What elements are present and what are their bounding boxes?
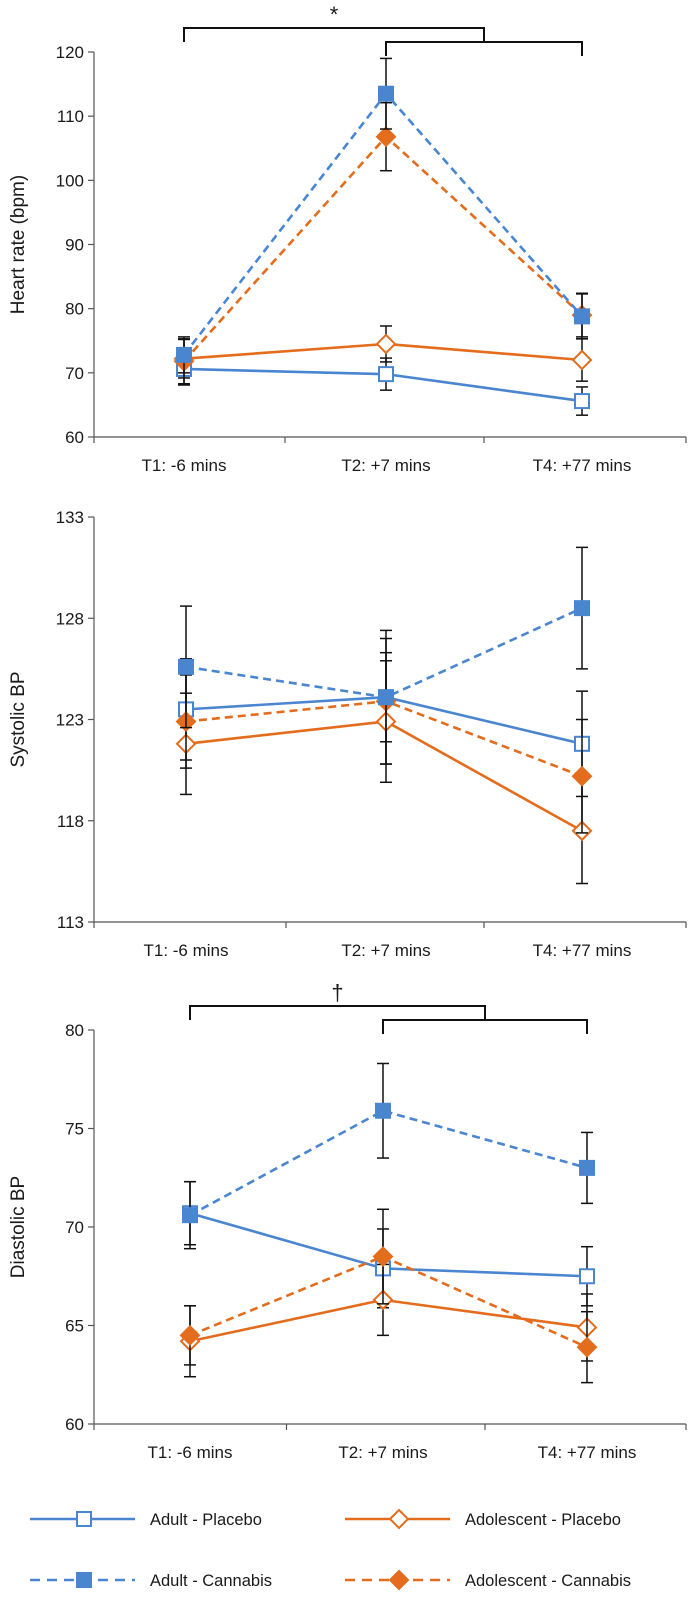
y-tick-label: 65 [65,1317,84,1336]
legend-marker [76,1572,92,1588]
data-point [378,366,394,383]
data-point [178,658,194,675]
y-axis-title: Systolic BP [8,671,29,767]
x-tick-label: T4: +77 mins [533,941,632,960]
significance-bracket: * [183,2,583,56]
x-tick-label: T4: +77 mins [533,456,632,475]
y-axis-title: Heart rate (bpm) [8,175,29,314]
data-point [375,126,397,148]
data-point [571,765,593,787]
data-point [182,1207,198,1224]
data-point [571,349,593,371]
series-adult-cannabis [182,1062,595,1250]
significance-label: † [331,980,343,1005]
y-tick-label: 90 [65,236,84,255]
data-point [576,1336,598,1358]
legend-marker [388,1569,410,1591]
series-line [189,1109,588,1217]
series-adolescent-placebo [179,1263,598,1378]
y-tick-label: 60 [65,428,84,447]
data-point [375,1102,391,1119]
y-tick-label: 100 [56,171,84,190]
significance-bracket: † [189,980,588,1034]
data-point [574,393,590,410]
x-tick-label: T2: +7 mins [338,1443,427,1462]
data-point [579,1268,595,1285]
data-point [375,333,397,355]
legend-label: Adult - Cannabis [150,1572,272,1590]
y-tick-label: 118 [57,812,84,831]
y-tick-label: 70 [65,364,84,383]
panel-3: 60 65 70 75 80 T1: -6 mins T2: +7 mins T4: +77 … [8,980,687,1462]
data-point [176,346,192,363]
y-tick-label: 113 [57,913,84,932]
legend-item-adult-placebo: Adult - Placebo [30,1511,262,1529]
series-line [185,699,583,778]
legend-label: Adolescent - Cannabis [465,1572,631,1590]
data-point [378,689,394,706]
x-tick-label: T1: -6 mins [143,941,228,960]
panel-1: 60 70 80 90 100 110 120 T1: -6 mins T2: +7 mins T… [8,2,687,475]
data-point [372,1246,394,1267]
data-point [579,1159,595,1176]
y-tick-label: 75 [65,1120,84,1139]
series-adolescent-cannabis [175,637,593,834]
legend-marker [76,1511,92,1527]
y-tick-label: 110 [57,107,84,126]
y-tick-label: 128 [56,609,84,628]
series-adolescent-cannabis [179,1208,598,1384]
y-tick-label: 120 [56,43,84,62]
data-point [574,308,590,325]
series-adolescent-placebo [173,325,593,382]
y-tick-label: 70 [65,1218,84,1237]
data-point [378,85,394,102]
data-point [179,1324,201,1346]
series-adult-placebo [182,1180,595,1309]
legend-marker [388,1508,410,1530]
legend-item-adult-cannabis: Adult - Cannabis [30,1572,272,1590]
x-tick-label: T1: -6 mins [141,456,226,475]
legend-item-adolescent-cannabis: Adolescent - Cannabis [345,1569,631,1591]
significance-label: * [330,2,339,27]
data-point [574,600,590,617]
y-tick-label: 80 [65,300,84,319]
y-axis-title: Diastolic BP [8,1176,29,1278]
x-tick-label: T4: +77 mins [538,1443,637,1462]
y-tick-label: 60 [65,1415,84,1434]
y-tick-label: 80 [65,1021,84,1040]
x-tick-label: T2: +7 mins [341,941,430,960]
legend: Adult - Placebo Adult - Cannabis Adolescen… [30,1508,631,1591]
series-adult-cannabis [176,57,590,374]
x-tick-label: T1: -6 mins [147,1443,232,1462]
y-tick-label: 123 [56,711,84,730]
x-tick-label: T2: +7 mins [341,456,430,475]
panel-2: 113 118 123 128 133 T1: -6 mins T2: +7 mins T4:… [8,508,687,960]
legend-label: Adolescent - Placebo [465,1511,621,1529]
legend-item-adolescent-placebo: Adolescent - Placebo [345,1508,621,1530]
series-adult-cannabis [178,546,590,765]
y-tick-label: 133 [56,508,84,527]
legend-label: Adult - Placebo [150,1511,262,1529]
series-line [185,720,583,833]
